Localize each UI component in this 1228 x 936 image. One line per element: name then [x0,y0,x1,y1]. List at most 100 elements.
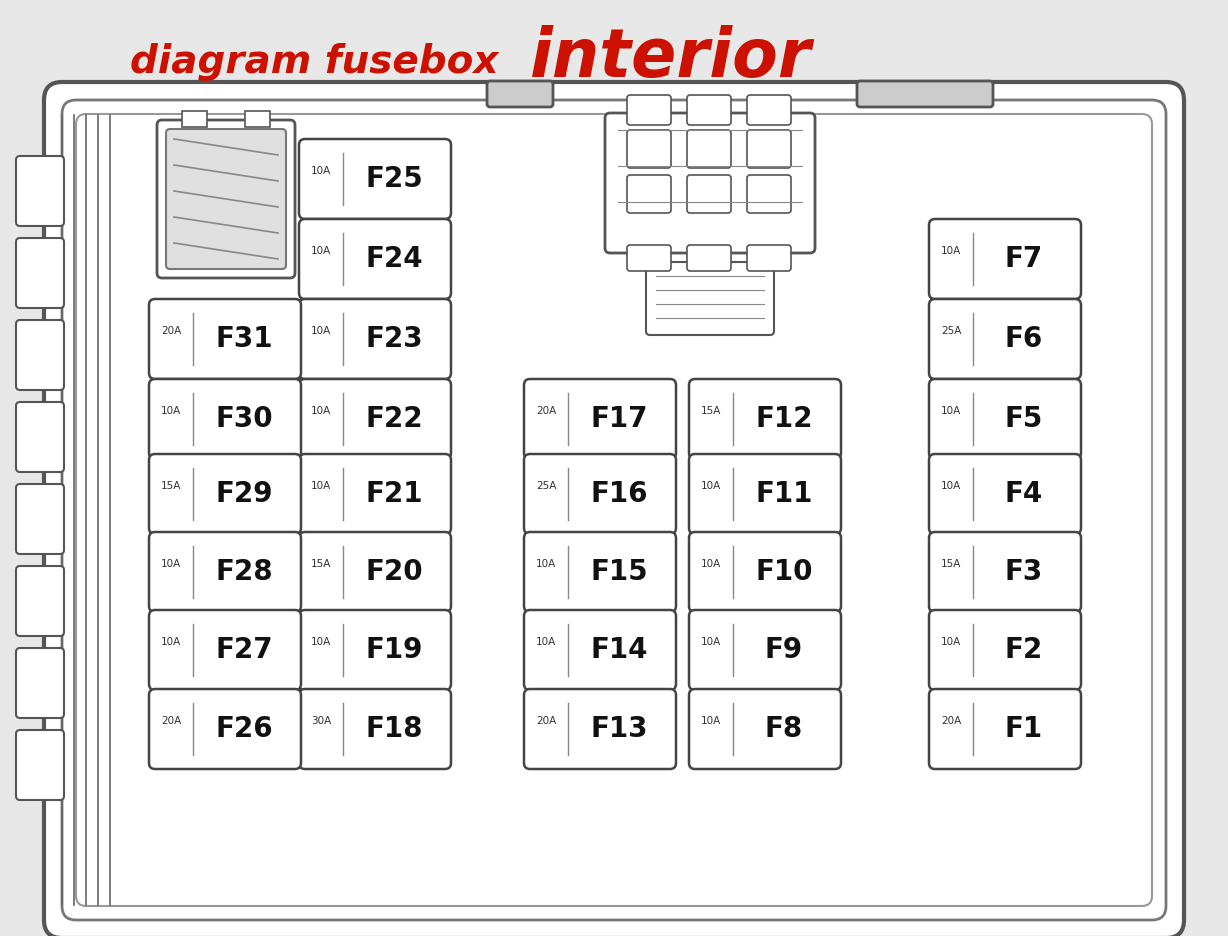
Text: 15A: 15A [701,406,721,416]
FancyBboxPatch shape [16,648,64,718]
Text: F8: F8 [765,715,803,743]
FancyBboxPatch shape [689,454,841,534]
FancyBboxPatch shape [149,689,301,769]
Bar [246,111,270,127]
FancyBboxPatch shape [628,175,670,213]
Text: F18: F18 [365,715,422,743]
Text: 10A: 10A [701,559,721,569]
FancyBboxPatch shape [524,379,675,459]
Text: 10A: 10A [535,636,556,647]
Text: F5: F5 [1005,405,1044,433]
FancyBboxPatch shape [16,484,64,554]
FancyBboxPatch shape [747,245,791,271]
Text: 10A: 10A [311,326,332,336]
FancyBboxPatch shape [628,245,670,271]
Text: 10A: 10A [701,636,721,647]
Text: 10A: 10A [311,481,332,490]
Text: F1: F1 [1005,715,1043,743]
Text: F24: F24 [365,245,422,273]
Text: 30A: 30A [311,716,332,725]
FancyBboxPatch shape [747,95,791,125]
Text: F25: F25 [365,165,422,193]
FancyBboxPatch shape [149,299,301,379]
Text: F19: F19 [365,636,422,664]
FancyBboxPatch shape [524,610,675,690]
Text: F20: F20 [365,558,422,586]
FancyBboxPatch shape [298,379,451,459]
FancyBboxPatch shape [298,219,451,299]
FancyBboxPatch shape [166,129,286,269]
FancyBboxPatch shape [686,130,731,168]
FancyBboxPatch shape [747,130,791,168]
FancyBboxPatch shape [44,82,1184,936]
FancyBboxPatch shape [930,454,1081,534]
Text: 20A: 20A [535,406,556,416]
Text: 10A: 10A [311,246,332,256]
FancyBboxPatch shape [16,156,64,226]
FancyBboxPatch shape [686,245,731,271]
Text: 10A: 10A [941,636,962,647]
FancyBboxPatch shape [857,81,993,107]
Text: F10: F10 [755,558,813,586]
Text: 10A: 10A [941,246,962,256]
Bar [182,111,208,127]
Text: F26: F26 [215,715,273,743]
Text: F12: F12 [755,405,813,433]
FancyBboxPatch shape [747,175,791,213]
Text: 20A: 20A [161,326,182,336]
FancyBboxPatch shape [930,299,1081,379]
Text: F22: F22 [365,405,422,433]
FancyBboxPatch shape [16,730,64,800]
Text: F14: F14 [591,636,647,664]
Text: 15A: 15A [941,559,962,569]
Text: 10A: 10A [311,166,332,176]
Text: F13: F13 [591,715,647,743]
FancyBboxPatch shape [298,454,451,534]
FancyBboxPatch shape [298,532,451,612]
Text: F9: F9 [765,636,803,664]
Text: 10A: 10A [701,716,721,725]
Text: F29: F29 [215,480,273,508]
FancyBboxPatch shape [930,219,1081,299]
FancyBboxPatch shape [16,238,64,308]
FancyBboxPatch shape [689,689,841,769]
Text: F15: F15 [591,558,648,586]
Text: F30: F30 [215,405,273,433]
Text: 25A: 25A [941,326,962,336]
FancyBboxPatch shape [524,532,675,612]
Text: 10A: 10A [311,636,332,647]
FancyBboxPatch shape [157,120,295,278]
FancyBboxPatch shape [149,610,301,690]
FancyBboxPatch shape [930,379,1081,459]
Text: F7: F7 [1005,245,1043,273]
FancyBboxPatch shape [686,95,731,125]
Text: interior: interior [530,25,812,91]
Text: F11: F11 [755,480,813,508]
Text: 20A: 20A [161,716,182,725]
Text: diagram fusebox: diagram fusebox [130,43,512,81]
Text: 15A: 15A [161,481,182,490]
Text: 10A: 10A [941,406,962,416]
FancyBboxPatch shape [646,262,774,335]
Text: 20A: 20A [535,716,556,725]
FancyBboxPatch shape [298,139,451,219]
Text: F4: F4 [1005,480,1043,508]
FancyBboxPatch shape [605,113,815,253]
Text: F21: F21 [365,480,422,508]
Text: 10A: 10A [311,406,332,416]
FancyBboxPatch shape [16,566,64,636]
FancyBboxPatch shape [689,532,841,612]
Text: F2: F2 [1005,636,1043,664]
FancyBboxPatch shape [628,130,670,168]
Text: F16: F16 [591,480,647,508]
FancyBboxPatch shape [689,610,841,690]
Text: 10A: 10A [161,636,182,647]
FancyBboxPatch shape [149,454,301,534]
FancyBboxPatch shape [298,610,451,690]
Text: F31: F31 [215,325,273,353]
FancyBboxPatch shape [930,532,1081,612]
FancyBboxPatch shape [524,689,675,769]
FancyBboxPatch shape [930,689,1081,769]
FancyBboxPatch shape [16,402,64,472]
Text: 10A: 10A [161,559,182,569]
